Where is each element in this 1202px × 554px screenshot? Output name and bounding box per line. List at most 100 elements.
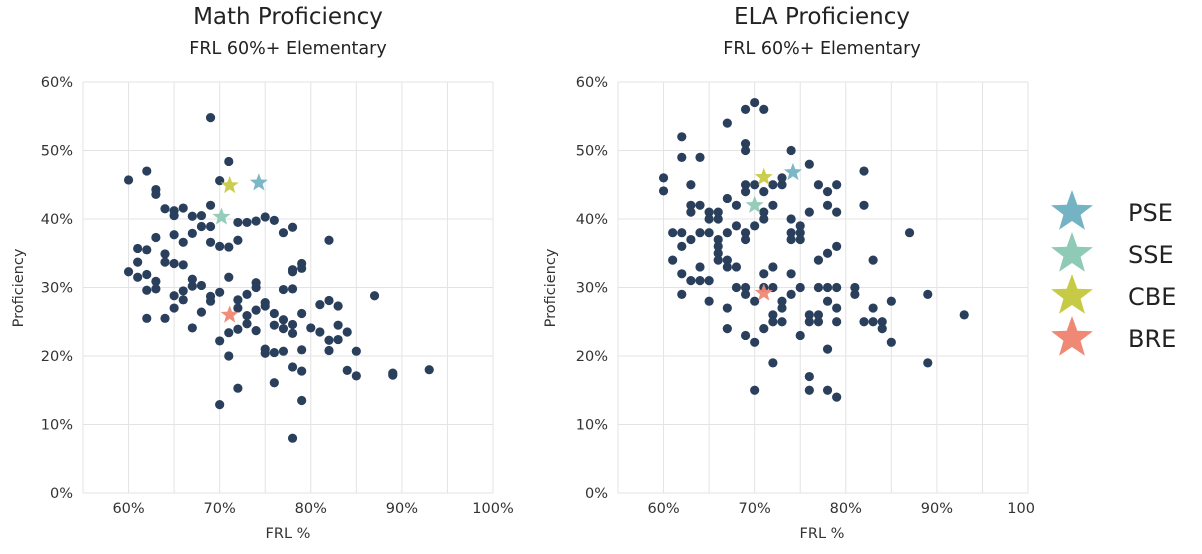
data-point <box>205 296 216 306</box>
data-point <box>233 383 243 393</box>
data-point <box>759 214 769 224</box>
data-point <box>923 289 933 299</box>
y-tick-label: 50% <box>41 144 73 160</box>
data-point <box>832 392 842 402</box>
data-point <box>169 291 179 301</box>
data-point <box>224 242 234 252</box>
data-point <box>804 317 814 327</box>
data-point <box>713 255 723 265</box>
data-point <box>287 362 298 372</box>
data-point <box>297 263 307 273</box>
data-point <box>740 180 751 190</box>
data-point <box>297 308 307 319</box>
data-point <box>813 317 824 327</box>
data-point <box>704 228 714 238</box>
x-tick-label: 80% <box>295 501 327 517</box>
x-tick-label: 90% <box>921 501 953 517</box>
data-point <box>695 276 705 286</box>
data-point <box>142 245 152 255</box>
data-point <box>142 313 152 323</box>
data-point <box>260 344 270 354</box>
y-tick-label: 10% <box>576 418 608 434</box>
data-point <box>859 200 869 210</box>
data-point <box>713 207 723 217</box>
x-tick-label: 70% <box>204 501 236 517</box>
data-point <box>187 211 197 221</box>
legend-star-cbe <box>1051 274 1093 314</box>
data-point <box>233 217 243 228</box>
data-point <box>224 328 234 338</box>
y-tick-label: 20% <box>41 349 73 365</box>
data-point <box>722 255 732 265</box>
data-point <box>768 180 778 190</box>
legend-star-pse <box>1051 190 1093 230</box>
data-point <box>242 217 252 228</box>
highlight-star-bre <box>754 283 773 301</box>
data-point <box>242 289 252 299</box>
data-point <box>677 269 687 279</box>
data-point <box>333 320 343 330</box>
data-point <box>768 358 778 368</box>
data-point <box>677 241 687 251</box>
data-point <box>722 324 732 334</box>
data-point <box>832 207 842 217</box>
data-point <box>187 274 197 284</box>
data-point <box>786 214 796 224</box>
data-point <box>251 216 261 226</box>
data-point <box>196 221 207 232</box>
data-point <box>233 303 243 313</box>
legend-label: CBE <box>1128 283 1176 311</box>
data-point <box>713 241 723 251</box>
data-point <box>297 345 307 355</box>
legend-star-bre <box>1051 316 1093 356</box>
data-point <box>750 180 760 190</box>
data-point <box>859 166 869 176</box>
data-point <box>859 317 869 327</box>
data-point <box>768 262 778 272</box>
data-point <box>731 262 742 272</box>
legend-star-sse <box>1051 232 1093 272</box>
x-tick-label: 60% <box>647 501 679 517</box>
highlight-star-cbe <box>754 167 773 185</box>
data-point <box>242 310 252 321</box>
data-point <box>160 249 170 259</box>
ela-scatter-plot: ELA Proficiency FRL 60%+ Elementary FRL … <box>543 4 1049 542</box>
x-tick-label: 60% <box>112 501 144 517</box>
data-point <box>260 212 270 222</box>
data-point <box>832 317 842 327</box>
data-point <box>804 310 814 320</box>
data-point <box>187 281 197 291</box>
y-tick-label: 0% <box>585 486 608 502</box>
data-point <box>786 269 796 279</box>
data-point <box>315 327 325 337</box>
data-point <box>777 296 787 306</box>
data-point <box>668 228 678 238</box>
data-point <box>822 200 833 210</box>
x-tick-label: 70% <box>739 501 771 517</box>
data-point <box>169 230 179 240</box>
chart-title: Math Proficiency <box>193 4 383 30</box>
data-point <box>251 326 261 336</box>
highlight-star-bre <box>220 305 239 323</box>
y-tick-label: 10% <box>41 418 73 434</box>
data-point <box>215 400 225 410</box>
data-point <box>658 173 669 183</box>
data-point <box>215 241 225 251</box>
data-point <box>196 280 207 291</box>
data-point <box>768 282 778 293</box>
data-point <box>704 214 714 224</box>
data-point <box>795 234 805 245</box>
data-point <box>740 139 751 149</box>
data-point <box>133 272 143 282</box>
data-point <box>224 351 234 361</box>
data-point <box>187 323 197 333</box>
data-point <box>822 296 833 306</box>
data-point <box>740 234 751 245</box>
data-point <box>233 324 243 334</box>
data-point <box>269 320 279 330</box>
data-point <box>722 228 732 238</box>
data-point <box>123 175 134 185</box>
data-point <box>242 319 252 329</box>
data-point <box>142 269 152 280</box>
data-point <box>315 300 325 310</box>
